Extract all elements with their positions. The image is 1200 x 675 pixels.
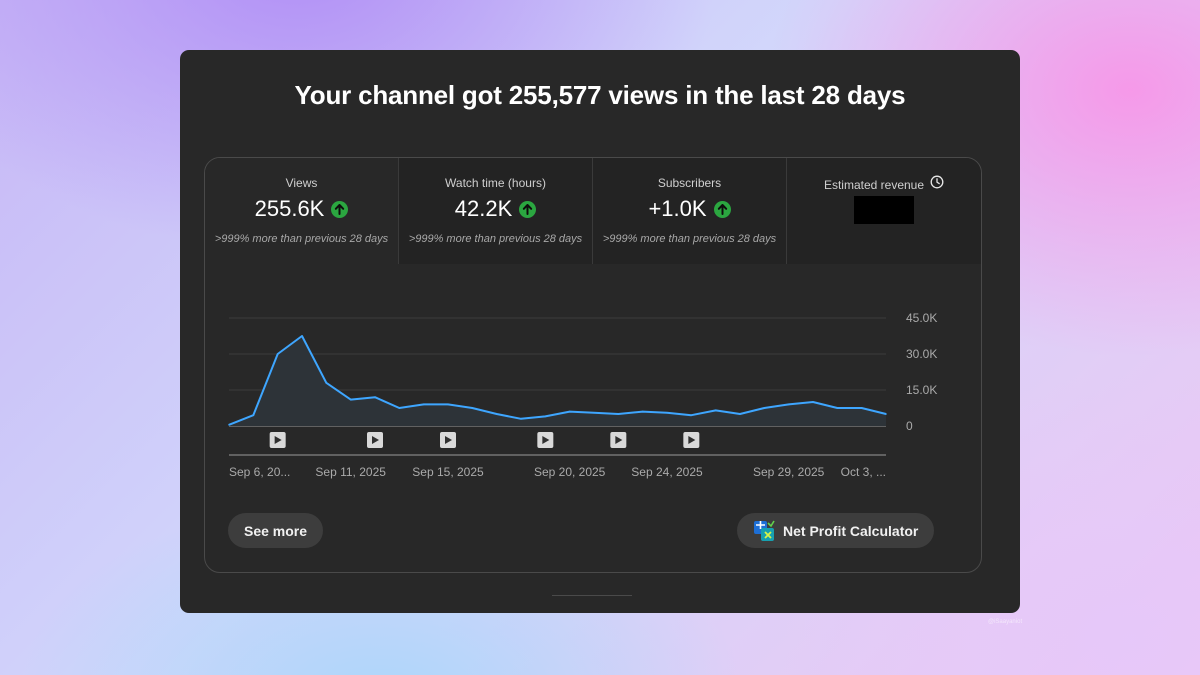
views-chart: 45.0K 30.0K 15.0K 0 Sep 6, 20... Sep 11, 2025…: [228, 311, 937, 479]
data-point: [739, 413, 741, 415]
y-tick-label: 0: [906, 419, 913, 433]
y-tick-label: 45.0K: [906, 311, 937, 325]
metric-comparison: >999% more than previous 28 days: [408, 233, 583, 245]
video-marker-icon: [537, 432, 554, 448]
arrow-up-icon: [331, 200, 349, 218]
metric-value: 255.6K: [254, 196, 325, 221]
data-point: [593, 412, 595, 414]
data-point: [641, 410, 644, 413]
series-area: [229, 336, 886, 426]
data-point: [228, 424, 230, 426]
metric-tab-watch-time[interactable]: Watch time (hours) 42.2K >999% more than…: [399, 158, 593, 264]
video-marker-icon: [269, 432, 286, 448]
x-tick-label: Sep 24, 2025: [631, 465, 703, 479]
metric-label: Estimated revenue: [823, 177, 925, 192]
metric-tab-subscribers[interactable]: Subscribers +1.0K >999% more than previo…: [593, 158, 787, 264]
data-point: [666, 412, 668, 414]
channel-analytics-panel: Views 255.6K >999% more than previous 28…: [204, 157, 982, 573]
data-point: [422, 403, 425, 406]
watermark: @iSaayaniot: [988, 619, 1023, 625]
metric-label: Views: [285, 176, 318, 190]
x-tick-label: Sep 20, 2025: [534, 465, 606, 479]
data-point: [812, 401, 814, 403]
metric-value: +1.0K: [648, 196, 707, 221]
video-marker-icon: [367, 432, 383, 448]
metric-tabs: Views 255.6K >999% more than previous 28…: [205, 158, 981, 264]
data-point: [325, 382, 328, 384]
video-marker-icon: [610, 432, 627, 448]
data-point: [471, 407, 474, 409]
data-point: [836, 407, 839, 409]
net-profit-calculator-label: Net Profit Calculator: [783, 522, 919, 539]
data-point: [520, 418, 522, 420]
metric-label: Watch time (hours): [445, 176, 546, 190]
metric-tab-views[interactable]: Views 255.6K >999% more than previous 28…: [205, 158, 399, 264]
data-point: [495, 413, 498, 415]
x-tick-label: Sep 11, 2025: [315, 465, 386, 479]
data-point: [349, 398, 352, 401]
data-point: [787, 403, 790, 406]
drag-handle[interactable]: [552, 595, 632, 596]
data-point: [276, 353, 279, 355]
data-point: [301, 335, 303, 337]
see-more-button[interactable]: See more: [228, 513, 324, 548]
y-tick-label: 15.0K: [906, 383, 937, 397]
data-point: [252, 414, 255, 417]
metric-value: 42.2K: [454, 196, 513, 221]
metric-comparison: >999% more than previous 28 days: [214, 233, 389, 245]
redacted-revenue-value: [854, 196, 914, 224]
metric-label: Subscribers: [657, 176, 722, 190]
clock-icon: [930, 175, 944, 194]
data-point: [763, 407, 766, 409]
data-point: [398, 407, 401, 409]
data-point: [447, 403, 449, 406]
data-point: [374, 396, 376, 398]
y-tick-label: 30.0K: [906, 347, 937, 361]
arrow-up-icon: [713, 200, 731, 218]
data-point: [544, 415, 547, 418]
data-point: [690, 414, 693, 417]
video-marker-icon: [440, 432, 456, 448]
data-point: [714, 409, 717, 412]
series-line: [228, 335, 887, 426]
data-point: [568, 410, 571, 413]
data-point: [860, 407, 863, 409]
calculator-app-icon: [753, 520, 775, 542]
x-tick-label: Sep 6, 20...: [229, 465, 290, 479]
metric-tab-estimated-revenue[interactable]: Estimated revenue: [787, 158, 981, 264]
data-point: [617, 413, 620, 415]
data-point: [885, 413, 887, 415]
x-tick-label: Oct 3, ...: [841, 465, 886, 479]
analytics-card: Your channel got 255,577 views in the la…: [180, 50, 1020, 613]
net-profit-calculator-button[interactable]: Net Profit Calculator: [737, 513, 935, 548]
arrow-up-icon: [519, 200, 537, 218]
video-marker-icon: [683, 432, 700, 448]
x-tick-label: Sep 15, 2025: [412, 465, 484, 479]
metric-comparison: >999% more than previous 28 days: [602, 233, 777, 245]
x-tick-label: Sep 29, 2025: [753, 465, 825, 479]
headline: Your channel got 255,577 views in the la…: [294, 80, 906, 110]
